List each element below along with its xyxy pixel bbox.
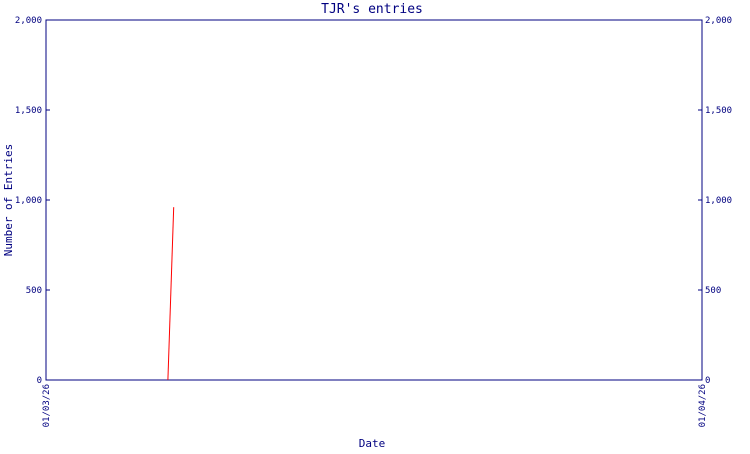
x-tick-label: 01/03/26 bbox=[42, 384, 52, 427]
y-tick-label-right: 500 bbox=[705, 286, 721, 296]
y-tick-label-right: 0 bbox=[705, 376, 710, 386]
series-line bbox=[167, 207, 175, 381]
y-tick-label-right: 1,500 bbox=[705, 106, 732, 116]
plot-area: 0 0 500 500 1,000 1,000 1,500 1,500 2,000 2,000 01… bbox=[15, 16, 732, 427]
y-tick-label-left: 2,000 bbox=[15, 16, 42, 26]
y-tick-label-left: 0 bbox=[37, 376, 42, 386]
y-tick-label-left: 1,000 bbox=[15, 196, 42, 206]
chart-title: TJR's entries bbox=[321, 2, 423, 17]
y-tick-label-right: 2,000 bbox=[705, 16, 732, 26]
y-tick-label-left: 1,500 bbox=[15, 106, 42, 116]
y-tick-label-left: 500 bbox=[26, 286, 42, 296]
y-tick-label-right: 1,000 bbox=[705, 196, 732, 206]
x-axis-label: Date bbox=[359, 437, 386, 450]
plot-frame bbox=[45, 19, 703, 381]
y-axis-label: Number of Entries bbox=[2, 144, 15, 257]
x-tick-label: 01/04/26 bbox=[698, 384, 708, 427]
